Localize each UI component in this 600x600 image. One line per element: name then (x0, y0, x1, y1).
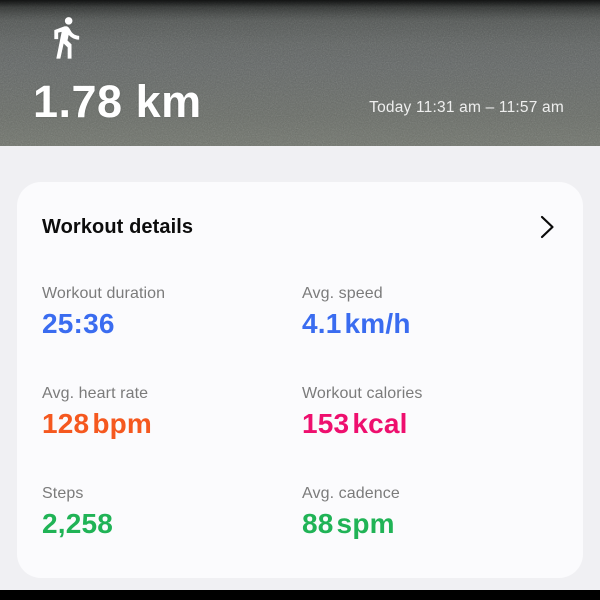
stat-number: 2,258 (42, 508, 114, 539)
stat-avg-speed: Avg. speed 4.1 km/h (302, 284, 558, 340)
stat-label: Avg. heart rate (42, 385, 149, 402)
stat-value: 4.1 km/h (302, 308, 558, 340)
stat-label: Avg. speed (302, 285, 383, 302)
workout-details-card: Workout details Workout duration 25:36 A… (17, 182, 583, 578)
distance-readout: 1.78 km (33, 76, 202, 128)
stat-unit: spm (336, 508, 395, 539)
stat-unit: kcal (352, 408, 408, 439)
walking-person-icon (54, 17, 80, 59)
hero-top-vignette (0, 0, 600, 146)
workout-details-header[interactable]: Workout details (42, 212, 558, 242)
stat-value: 128 bpm (42, 408, 302, 440)
stat-number: 88 (302, 508, 334, 539)
card-title: Workout details (42, 215, 194, 238)
stat-steps: Steps 2,258 (42, 484, 302, 540)
stat-avg-cadence: Avg. cadence 88 spm (302, 484, 558, 540)
distance-unit: km (135, 76, 202, 127)
stat-unit: km/h (344, 308, 411, 339)
session-time-range: Today 11:31 am – 11:57 am (369, 99, 564, 116)
chevron-right-icon[interactable] (536, 213, 558, 241)
stat-value: 25:36 (42, 308, 302, 340)
stat-label: Workout duration (42, 285, 166, 302)
stats-grid: Workout duration 25:36 Avg. speed 4.1 km/… (42, 284, 558, 540)
stat-label: Steps (42, 485, 84, 502)
stat-value: 2,258 (42, 508, 302, 540)
stat-workout-calories: Workout calories 153 kcal (302, 384, 558, 440)
distance-value: 1.78 (33, 76, 123, 127)
stat-number: 153 (302, 408, 350, 439)
hero-photo-banner: 1.78 km Today 11:31 am – 11:57 am (0, 0, 600, 146)
stat-avg-heart-rate: Avg. heart rate 128 bpm (42, 384, 302, 440)
stat-label: Workout calories (302, 385, 423, 402)
stat-number: 4.1 (302, 308, 342, 339)
stat-number: 128 (42, 408, 90, 439)
stat-workout-duration: Workout duration 25:36 (42, 284, 302, 340)
system-navigation-bar (0, 590, 600, 600)
stat-label: Avg. cadence (302, 485, 400, 502)
stat-number: 25:36 (42, 308, 115, 339)
stat-value: 153 kcal (302, 408, 558, 440)
stat-unit: bpm (92, 408, 153, 439)
stat-value: 88 spm (302, 508, 558, 540)
